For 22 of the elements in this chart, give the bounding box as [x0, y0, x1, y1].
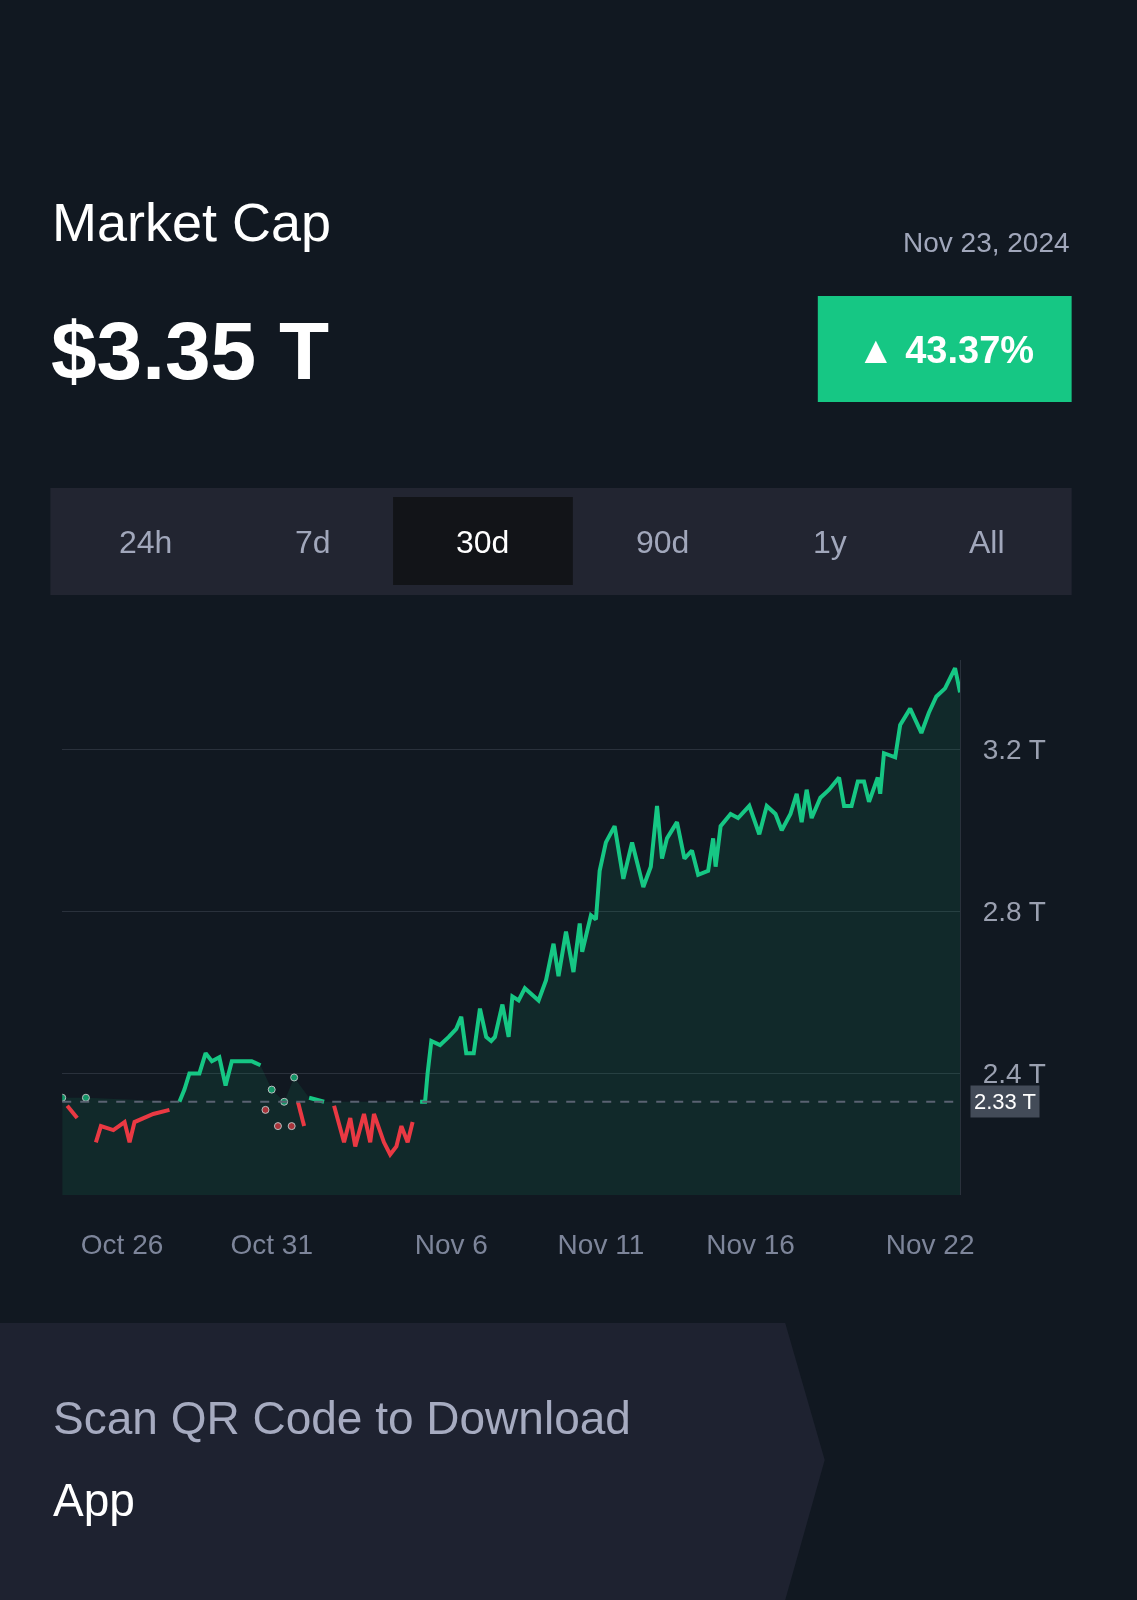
x-tick-label: Nov 22 [885, 1229, 975, 1260]
x-tick-label: Oct 31 [230, 1229, 313, 1260]
y-tick-label: 3.2 T [982, 733, 1046, 765]
text: 7d [295, 524, 331, 560]
text: Scan QR Code to Download [53, 1392, 631, 1444]
chart-subtitle: $3.35 T [51, 305, 330, 396]
chart-title: Market Cap [52, 191, 332, 252]
x-tick-label: Nov 6 [414, 1229, 488, 1260]
text: 24h [119, 524, 173, 560]
ref-line-label: 2.33 T [974, 1089, 1036, 1114]
text: 1y [813, 524, 847, 560]
text: 90d [636, 524, 690, 560]
text: ▲ 43.37% [857, 329, 1035, 371]
text: App [53, 1474, 135, 1526]
x-tick-label: Oct 26 [80, 1229, 164, 1260]
text: All [969, 524, 1005, 560]
y-tick-label: 2.8 T [982, 896, 1046, 928]
x-tick-label: Nov 16 [706, 1229, 795, 1260]
y-tick-label: 2.4 T [982, 1058, 1046, 1090]
x-tick-label: Nov 11 [557, 1229, 645, 1260]
text: Nov 23, 2024 [903, 227, 1070, 258]
text: 30d [456, 524, 510, 560]
